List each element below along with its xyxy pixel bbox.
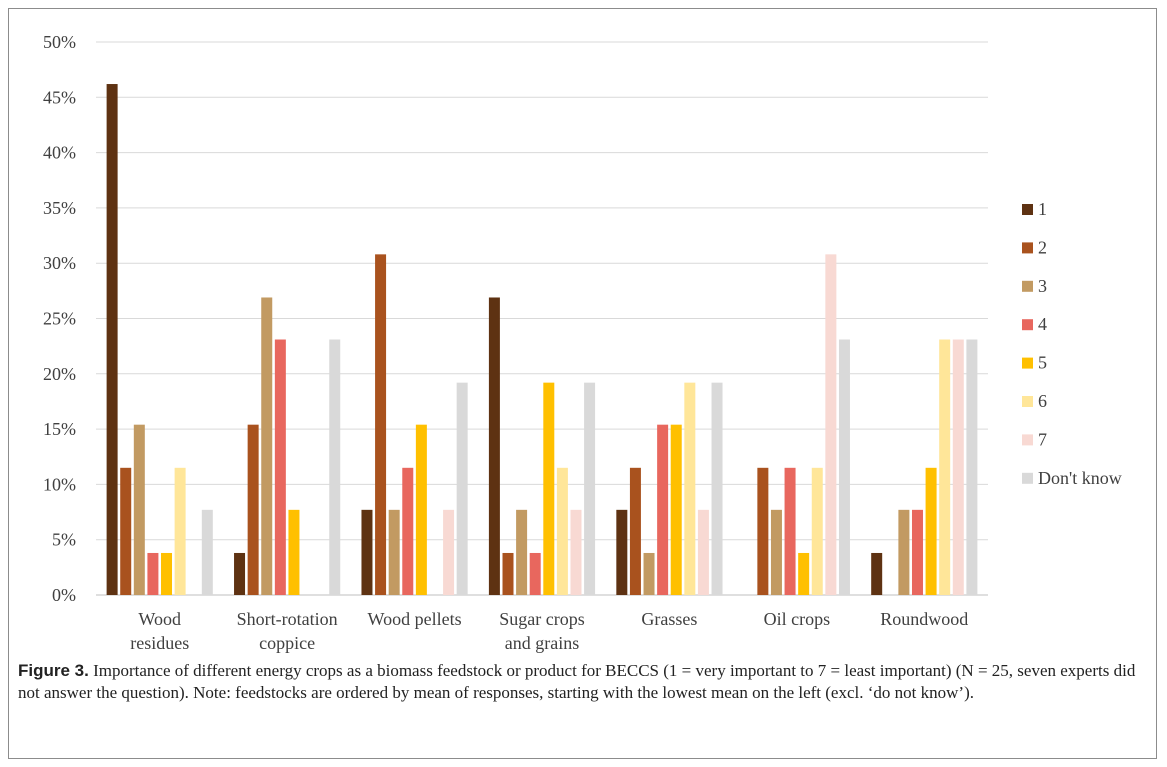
bar [375, 254, 387, 596]
bar [133, 424, 145, 595]
legend-label: 4 [1038, 314, 1047, 334]
bar [288, 509, 300, 595]
x-category-label: Sugar crops and grains [499, 609, 584, 653]
x-category-label: Wood residues [130, 609, 189, 653]
gridlines [96, 41, 988, 596]
bar [871, 552, 883, 595]
y-tick-label: 35% [43, 198, 76, 218]
bar [161, 552, 173, 595]
bar [443, 509, 455, 595]
bar-chart: 0% 5% 10% 15% 20% 25% 30% 35% 40% 45% 50% Wood resi… [43, 32, 1122, 653]
bar [825, 254, 837, 596]
legend-label: 5 [1038, 353, 1047, 373]
y-tick-label: 20% [43, 364, 76, 384]
bar [120, 467, 132, 595]
y-tick-label: 30% [43, 253, 76, 273]
bar [616, 509, 628, 595]
bar [361, 509, 373, 595]
bar [174, 467, 186, 595]
bar [838, 339, 850, 595]
bar [939, 339, 951, 595]
legend-label: 6 [1038, 391, 1047, 411]
bar [643, 552, 655, 595]
x-category-label: Wood pellets [368, 609, 462, 629]
y-tick-label: 45% [43, 87, 76, 107]
bar [570, 509, 582, 595]
legend-swatch [1022, 434, 1033, 446]
bar [488, 297, 500, 595]
bar [415, 424, 427, 595]
bar [711, 382, 723, 595]
x-category-label: Oil crops [764, 609, 831, 629]
legend-label: 1 [1038, 199, 1047, 219]
legend-label: 7 [1038, 429, 1047, 449]
bar [966, 339, 978, 595]
bar [670, 424, 682, 595]
bar [201, 509, 213, 595]
y-tick-label: 10% [43, 474, 76, 494]
bar [629, 467, 641, 595]
legend-swatch [1022, 204, 1033, 215]
legend: 1 2 3 4 5 6 7 Don't know [1022, 199, 1122, 488]
bars [106, 84, 978, 596]
y-tick-label: 0% [52, 585, 76, 605]
figure-frame [8, 8, 1157, 759]
caption-text: Importance of different energy crops as … [18, 661, 1136, 702]
legend-label: Don't know [1038, 468, 1122, 488]
bar [697, 509, 709, 595]
bar [798, 552, 810, 595]
bar [402, 467, 414, 595]
bar [456, 382, 468, 595]
legend-label: 3 [1038, 276, 1047, 296]
legend-swatch [1022, 472, 1033, 484]
bar [329, 339, 341, 595]
bar [502, 552, 514, 595]
legend-swatch [1022, 242, 1033, 254]
legend-swatch [1022, 319, 1033, 331]
y-tick-label: 40% [43, 143, 76, 163]
bar [234, 552, 246, 595]
bar [952, 339, 964, 595]
bar [106, 84, 118, 595]
bar [811, 467, 823, 595]
bar [516, 509, 528, 595]
bar [684, 382, 696, 595]
bar [556, 467, 568, 595]
legend-label: 2 [1038, 237, 1047, 257]
y-tick-label: 25% [43, 309, 76, 329]
bar [543, 382, 555, 595]
bar [584, 382, 596, 595]
bar [247, 424, 259, 595]
bar [261, 297, 273, 595]
bar [657, 424, 669, 595]
bar [770, 509, 782, 595]
y-tick-label: 15% [43, 419, 76, 439]
x-category-label: Grasses [641, 609, 697, 629]
legend-swatch [1022, 280, 1033, 292]
bar [784, 467, 796, 595]
y-tick-label: 5% [52, 530, 76, 550]
bar [898, 509, 910, 595]
x-axis-categories: Wood residues Short-rotation coppice Wood pe… [130, 609, 968, 653]
bar [529, 552, 541, 595]
bar [911, 509, 923, 595]
legend-swatch [1022, 357, 1033, 369]
bar [757, 467, 769, 595]
bar [925, 467, 937, 595]
x-category-label: Short-rotation coppice [237, 609, 338, 653]
x-category-label: Roundwood [880, 609, 968, 629]
bar [388, 509, 400, 595]
legend-swatch [1022, 396, 1033, 407]
bar [147, 552, 159, 595]
figure-caption: Figure 3. Importance of different energy… [18, 660, 1143, 704]
y-axis-ticks: 0% 5% 10% 15% 20% 25% 30% 35% 40% 45% 50% [43, 32, 76, 605]
caption-label: Figure 3. [18, 661, 89, 680]
bar [274, 339, 286, 595]
y-tick-label: 50% [43, 32, 76, 52]
